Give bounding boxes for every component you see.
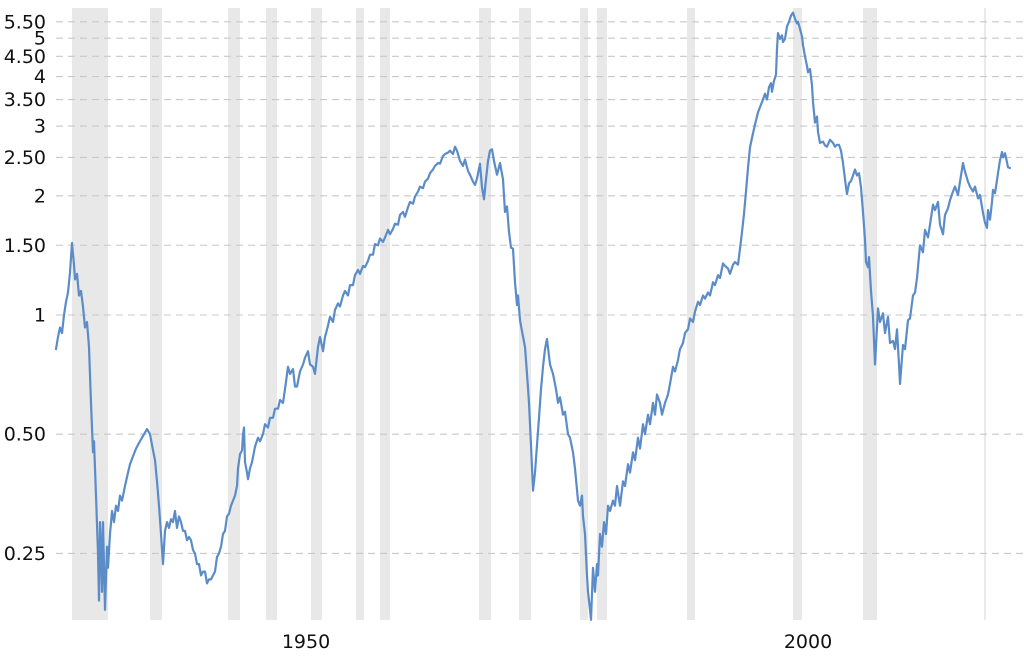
y-axis-tick-label: 3.50 [4, 89, 46, 111]
y-axis-tick-label: 0.50 [4, 424, 46, 446]
recession-band [519, 8, 531, 620]
recession-band [356, 8, 364, 620]
recession-band [793, 8, 802, 620]
recession-band [597, 8, 607, 620]
x-axis-tick-label: 2000 [784, 631, 832, 653]
y-axis-tick-label: 5.50 [4, 11, 46, 33]
recession-band [580, 8, 588, 620]
y-axis-tick-label: 2 [34, 185, 46, 207]
recession-band [150, 8, 162, 620]
y-axis-tick-label: 4 [34, 66, 46, 88]
y-axis-tick-label: 5 [34, 28, 46, 50]
y-axis-tick-label: 2.50 [4, 147, 46, 169]
recession-band [380, 8, 390, 620]
series-line [54, 11, 1012, 621]
recession-band [311, 8, 322, 620]
y-axis-tick-label: 1.50 [4, 235, 46, 257]
y-axis-tick-label: 1 [34, 305, 46, 327]
recession-band [72, 8, 108, 620]
y-axis-tick-label: 4.50 [4, 46, 46, 68]
recession-band [266, 8, 277, 620]
recession-band [863, 8, 877, 620]
y-axis-tick-label: 3 [34, 116, 46, 138]
recession-band [687, 8, 695, 620]
recession-band [228, 8, 240, 620]
x-axis-tick-label: 1950 [282, 631, 330, 653]
y-axis-tick-label: 0.25 [4, 543, 46, 565]
